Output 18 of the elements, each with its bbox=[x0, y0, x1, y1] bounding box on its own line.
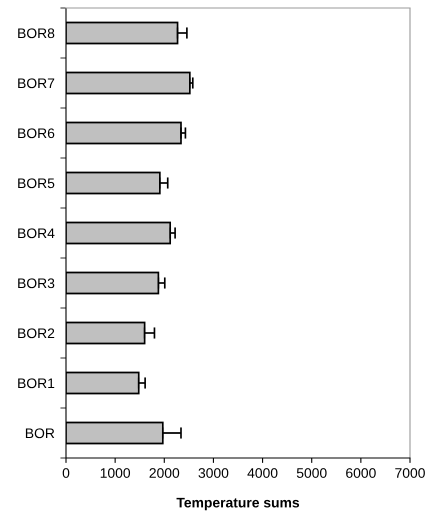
x-tick-label: 3000 bbox=[198, 468, 228, 478]
x-tick-label: 5000 bbox=[296, 468, 327, 478]
y-tick-label: BOR bbox=[26, 428, 54, 438]
y-tick-label: BOR6 bbox=[18, 128, 54, 138]
x-tick-label: 0 bbox=[62, 468, 70, 478]
y-tick-label: BOR5 bbox=[18, 178, 54, 188]
x-tick-label: 7000 bbox=[395, 468, 425, 478]
y-tick-label: BOR2 bbox=[18, 328, 54, 338]
x-tick-label: 4000 bbox=[247, 468, 278, 478]
y-tick-label: BOR7 bbox=[18, 78, 54, 88]
y-tick-label: BOR3 bbox=[18, 278, 54, 288]
x-tick-label: 6000 bbox=[346, 468, 376, 478]
x-tick-label: 1000 bbox=[100, 468, 130, 478]
y-tick-label: BOR4 bbox=[18, 228, 54, 238]
y-tick-label: BOR1 bbox=[18, 378, 54, 388]
x-axis-title: Temperature sums bbox=[176, 498, 300, 510]
y-tick-label: BOR8 bbox=[18, 28, 54, 38]
x-tick-label: 2000 bbox=[150, 468, 180, 478]
